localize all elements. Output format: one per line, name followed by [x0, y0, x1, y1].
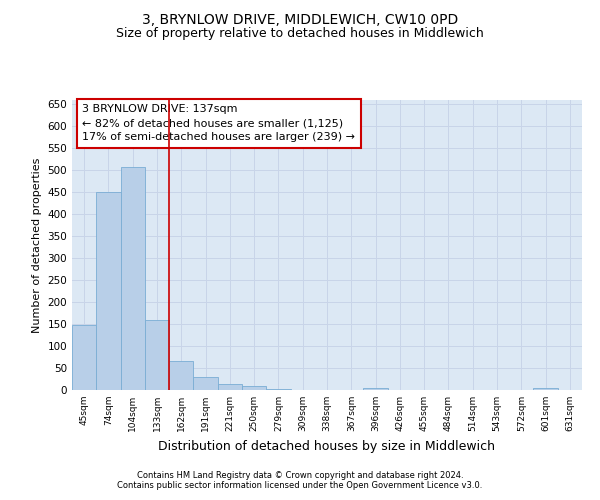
Bar [364, 388, 388, 390]
Bar [121, 167, 145, 390]
Y-axis label: Number of detached properties: Number of detached properties [32, 158, 42, 332]
Text: Contains public sector information licensed under the Open Government Licence v3: Contains public sector information licen… [118, 481, 482, 490]
Text: Size of property relative to detached houses in Middlewich: Size of property relative to detached ho… [116, 28, 484, 40]
Bar [242, 386, 266, 390]
Text: 3 BRYNLOW DRIVE: 137sqm
← 82% of detached houses are smaller (1,125)
17% of semi: 3 BRYNLOW DRIVE: 137sqm ← 82% of detache… [82, 104, 355, 142]
Text: 3, BRYNLOW DRIVE, MIDDLEWICH, CW10 0PD: 3, BRYNLOW DRIVE, MIDDLEWICH, CW10 0PD [142, 12, 458, 26]
Bar [533, 388, 558, 390]
Text: Contains HM Land Registry data © Crown copyright and database right 2024.: Contains HM Land Registry data © Crown c… [137, 471, 463, 480]
Bar [72, 326, 96, 390]
Bar [193, 377, 218, 390]
Bar [169, 360, 193, 390]
Bar [218, 384, 242, 390]
Bar [145, 320, 169, 390]
X-axis label: Distribution of detached houses by size in Middlewich: Distribution of detached houses by size … [158, 440, 496, 452]
Bar [96, 192, 121, 390]
Bar [266, 389, 290, 390]
